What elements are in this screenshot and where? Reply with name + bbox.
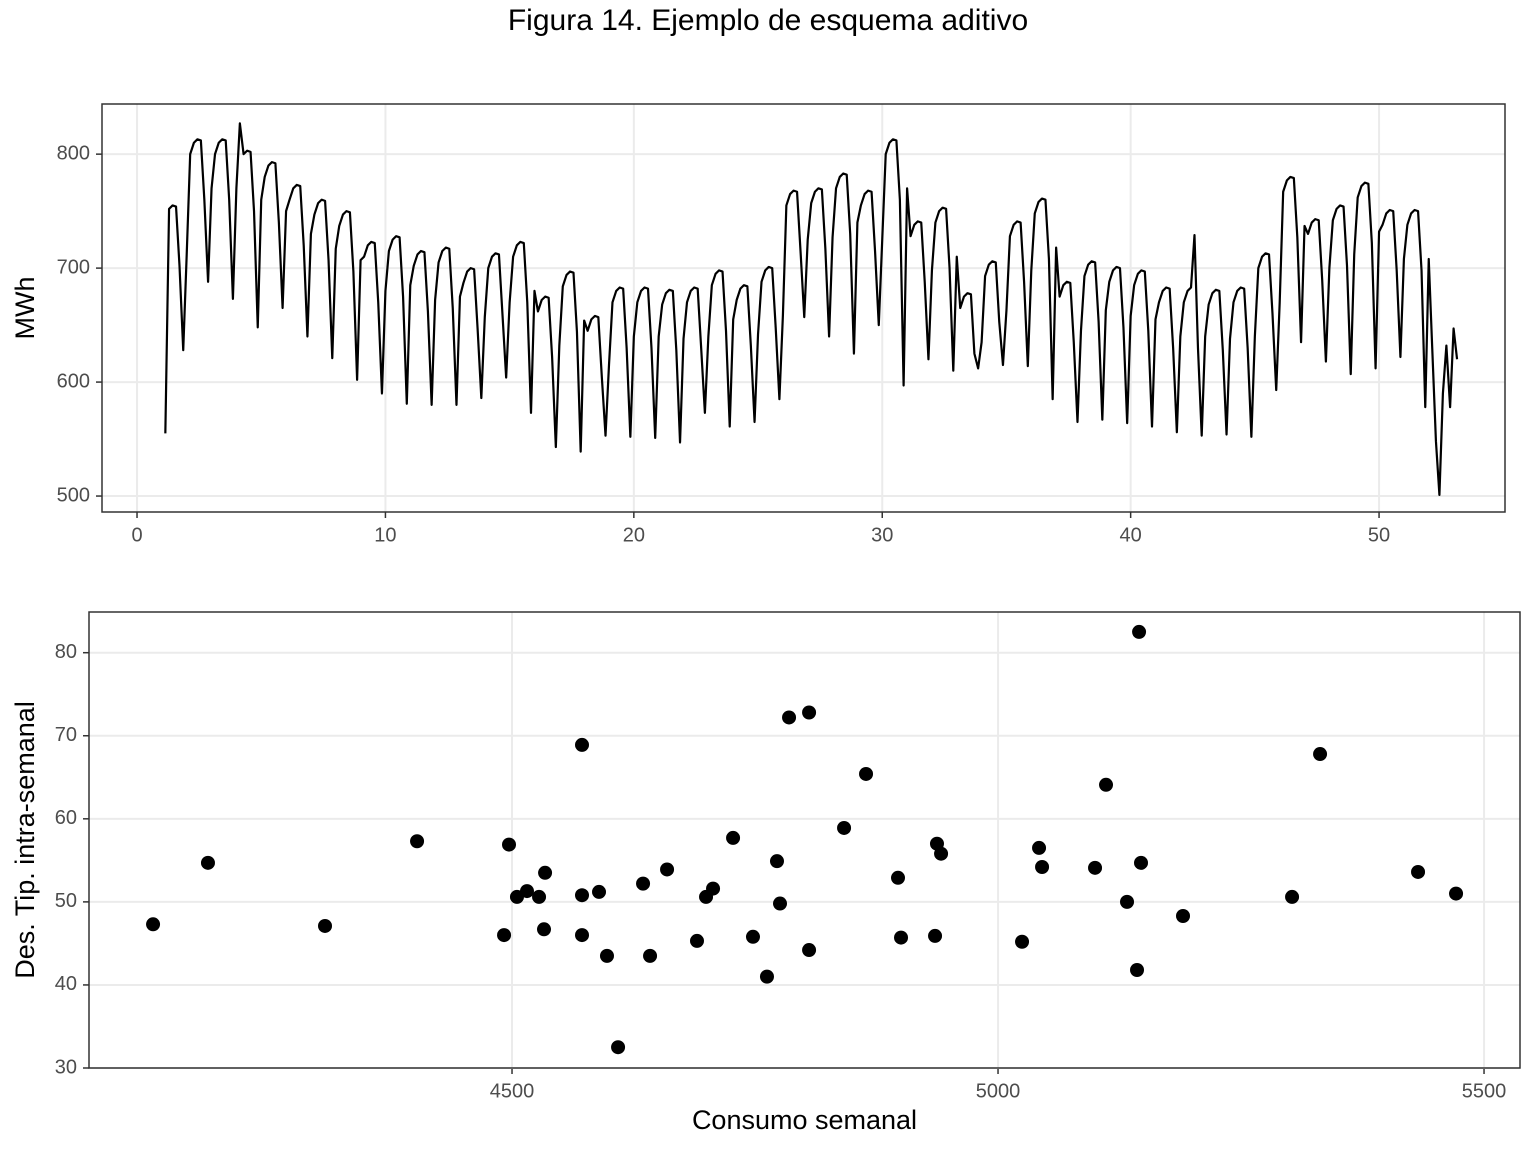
x-tick-label: 20 [623, 524, 645, 546]
point [200, 855, 215, 870]
y-axis-title: Des. Tip. intra-semanal [10, 701, 40, 979]
y-tick-label: 60 [55, 807, 77, 829]
point [726, 830, 741, 845]
x-tick-label: 30 [871, 524, 893, 546]
point [759, 969, 774, 984]
point [636, 876, 651, 891]
point [1035, 859, 1050, 874]
point [502, 837, 517, 852]
point [575, 737, 590, 752]
y-tick-label: 600 [57, 370, 90, 392]
figure-title: Figura 14. Ejemplo de esquema aditivo [508, 4, 1028, 37]
y-tick-label: 30 [55, 1056, 77, 1078]
point [1313, 747, 1328, 762]
y-tick-label: 50 [55, 890, 77, 912]
y-tick-label: 70 [55, 724, 77, 746]
point [1120, 894, 1135, 909]
y-tick-label: 800 [57, 142, 90, 164]
point [802, 705, 817, 720]
point [537, 922, 552, 937]
point [1176, 909, 1191, 923]
point [1088, 860, 1103, 875]
y-tick-label: 500 [57, 484, 90, 506]
point [318, 918, 333, 933]
point [802, 943, 817, 958]
point [611, 1040, 626, 1055]
point [891, 870, 906, 885]
y-axis-title: MWh [10, 277, 40, 340]
point [592, 884, 607, 899]
x-tick-label: 5500 [1462, 1080, 1507, 1102]
point [689, 933, 704, 948]
panel-border [101, 103, 1506, 513]
point [538, 865, 553, 880]
point [599, 948, 614, 963]
x-tick-label: 50 [1368, 524, 1390, 546]
point [1134, 855, 1149, 870]
point [1285, 889, 1300, 904]
point [643, 948, 658, 963]
point [934, 846, 949, 861]
y-tick-label: 40 [55, 973, 77, 995]
point [1449, 886, 1464, 901]
point [532, 889, 547, 904]
x-tick-label: 0 [131, 524, 142, 546]
x-tick-label: 5000 [976, 1080, 1021, 1102]
x-tick-label: 40 [1120, 524, 1142, 546]
point [782, 710, 797, 725]
x-tick-label: 10 [374, 524, 396, 546]
series-line [164, 122, 1459, 497]
y-tick-label: 80 [55, 641, 77, 663]
x-tick-label: 4500 [490, 1080, 535, 1102]
point [706, 881, 721, 896]
point [1130, 962, 1145, 977]
point [575, 888, 590, 903]
panel-border [88, 611, 1521, 1069]
point [1015, 934, 1030, 949]
point [745, 929, 760, 944]
point [837, 820, 852, 835]
point [146, 917, 161, 932]
point [773, 896, 788, 911]
point [1132, 624, 1147, 639]
point [1032, 840, 1047, 855]
panel-background [89, 612, 1520, 1068]
x-axis-title: Consumo semanal [692, 1105, 917, 1135]
point [575, 928, 590, 943]
y-tick-label: 700 [57, 256, 90, 278]
point [769, 854, 784, 869]
point [1411, 864, 1426, 879]
point [1099, 777, 1114, 792]
point [859, 766, 874, 781]
point [894, 930, 909, 945]
point [519, 884, 534, 899]
point [660, 862, 675, 877]
point [497, 928, 512, 943]
point [928, 928, 943, 943]
point [410, 834, 425, 849]
